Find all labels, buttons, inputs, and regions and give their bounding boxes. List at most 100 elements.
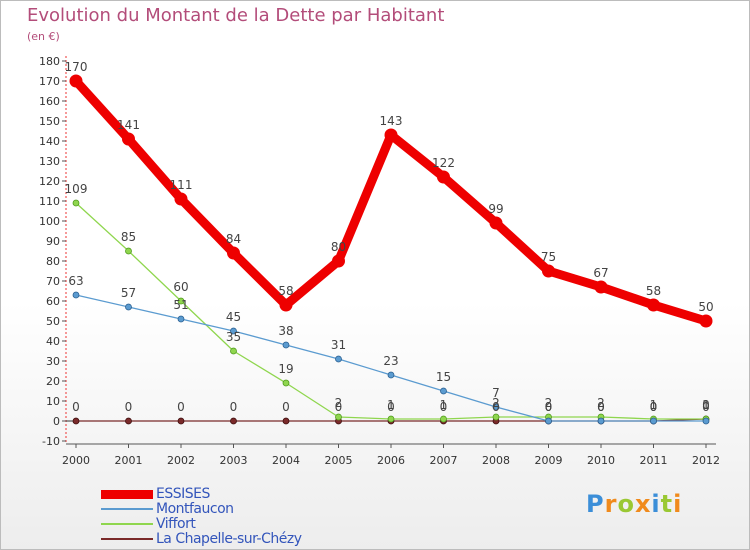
y-tick-label: 10 [46, 395, 60, 408]
legend-item: Viffort [101, 516, 361, 532]
data-label: 0 [597, 400, 605, 414]
y-tick-label: 20 [46, 375, 60, 388]
data-point [650, 417, 657, 425]
data-label: 0 [545, 400, 553, 414]
series-line-2 [75, 202, 707, 420]
x-tick-label: 2012 [692, 454, 720, 467]
chart-unit: (en €) [27, 30, 60, 43]
data-label: 19 [278, 362, 293, 376]
data-label: 58 [278, 284, 293, 298]
data-point [335, 355, 342, 363]
data-label: 38 [278, 324, 293, 338]
data-label: 0 [125, 400, 133, 414]
x-tick-label: 2004 [272, 454, 300, 467]
legend-swatch [101, 489, 153, 499]
y-tick-label: 40 [46, 335, 60, 348]
data-label: 0 [702, 398, 710, 412]
x-tick-label: 2006 [377, 454, 405, 467]
data-point [387, 371, 395, 379]
y-tick-label: 130 [39, 155, 60, 168]
data-label: 45 [226, 310, 241, 324]
data-label: 60 [173, 280, 188, 294]
legend-label: Viffort [156, 516, 196, 532]
data-point [699, 314, 713, 328]
data-point [440, 387, 447, 395]
data-label: 2 [492, 396, 500, 410]
y-tick-label: 80 [46, 255, 60, 268]
x-tick-label: 2010 [587, 454, 615, 467]
logo-letter: o [617, 490, 635, 518]
data-label: 58 [646, 284, 661, 298]
legend-item: ESSISES [101, 486, 361, 502]
proxiti-logo: Proxiti [586, 490, 682, 518]
legend-item: La Chapelle-sur-Chézy [101, 531, 361, 547]
data-point [384, 128, 398, 142]
y-tick-label: 160 [39, 95, 60, 108]
y-tick-label: 90 [46, 235, 60, 248]
data-point [282, 341, 290, 349]
x-tick-label: 2001 [115, 454, 143, 467]
data-label: 0 [545, 400, 553, 414]
y-tick-label: 140 [39, 135, 60, 148]
y-tick-label: 50 [46, 315, 60, 328]
data-point [122, 132, 135, 146]
x-tick-label: 2000 [62, 454, 90, 467]
data-point [387, 415, 395, 423]
data-label: 2 [545, 396, 553, 410]
data-label: 67 [593, 266, 608, 280]
data-point [72, 417, 80, 425]
data-point [125, 247, 132, 255]
data-point [332, 254, 345, 268]
data-point [702, 417, 710, 425]
data-point [489, 216, 503, 230]
data-label: 57 [121, 286, 136, 300]
logo-letter: r [604, 490, 618, 518]
y-tick-label: 70 [46, 275, 60, 288]
x-tick-label: 2002 [167, 454, 195, 467]
data-label: 15 [436, 370, 451, 384]
data-point [72, 199, 80, 207]
data-point [492, 403, 500, 411]
y-tick-label: 100 [39, 215, 60, 228]
x-tick-label: 2003 [220, 454, 248, 467]
data-label: 80 [331, 240, 346, 254]
data-label: 7 [492, 386, 500, 400]
data-label: 35 [226, 330, 241, 344]
logo-letter: P [586, 490, 605, 518]
data-point [227, 246, 240, 260]
data-point [72, 291, 80, 299]
data-label: 0 [597, 400, 605, 414]
data-label: 31 [331, 338, 346, 352]
data-label: 111 [170, 178, 193, 192]
legend-label: Montfaucon [156, 501, 234, 517]
logo-letter: i [673, 490, 683, 518]
data-label: 2 [597, 396, 605, 410]
data-point [279, 298, 293, 312]
legend-label: ESSISES [156, 486, 210, 502]
data-label: 122 [432, 156, 455, 170]
data-point [647, 298, 660, 312]
data-label: 0 [335, 400, 343, 414]
data-point [230, 417, 237, 425]
data-label: 0 [72, 400, 80, 414]
x-tick-label: 2007 [430, 454, 458, 467]
data-point [542, 264, 555, 278]
data-label: 1 [702, 398, 710, 412]
data-label: 75 [541, 250, 556, 264]
legend-label: La Chapelle-sur-Chézy [156, 531, 302, 547]
data-point [125, 303, 132, 311]
data-label: 109 [65, 182, 88, 196]
y-tick-label: 0 [53, 415, 60, 428]
data-label: 51 [173, 298, 188, 312]
data-point [282, 379, 290, 387]
legend-swatch [101, 523, 153, 525]
data-label: 0 [440, 400, 448, 414]
data-label: 1 [650, 398, 658, 412]
data-label: 23 [383, 354, 398, 368]
data-label: 0 [177, 400, 185, 414]
data-label: 0 [387, 400, 395, 414]
y-tick-label: 110 [39, 195, 60, 208]
logo-letter: t [660, 490, 674, 518]
data-point [440, 415, 447, 423]
